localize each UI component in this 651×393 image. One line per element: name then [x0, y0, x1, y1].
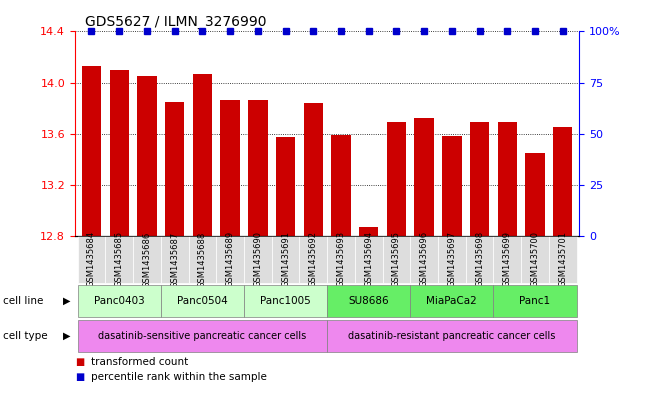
Text: GSM1435696: GSM1435696 [420, 231, 428, 287]
Bar [493, 285, 577, 317]
Bar [553, 127, 572, 393]
Bar [77, 320, 327, 352]
Bar [383, 236, 410, 283]
Bar [161, 236, 189, 283]
Text: ■: ■ [75, 372, 84, 382]
Text: GSM1435684: GSM1435684 [87, 231, 96, 287]
Bar [465, 236, 493, 283]
Bar [470, 122, 490, 393]
Bar [521, 236, 549, 283]
Text: cell line: cell line [3, 296, 44, 306]
Bar [77, 236, 105, 283]
Text: Panc0403: Panc0403 [94, 296, 145, 306]
Text: GSM1435685: GSM1435685 [115, 231, 124, 287]
Text: GSM1435698: GSM1435698 [475, 231, 484, 287]
Text: SU8686: SU8686 [348, 296, 389, 306]
Text: percentile rank within the sample: percentile rank within the sample [91, 372, 267, 382]
Text: GSM1435687: GSM1435687 [170, 231, 179, 288]
Bar [221, 101, 240, 393]
Bar [410, 236, 438, 283]
Text: ■: ■ [75, 356, 84, 367]
Text: GSM1435689: GSM1435689 [226, 231, 234, 287]
Bar [216, 236, 244, 283]
Bar [442, 136, 462, 393]
Bar [109, 70, 129, 393]
Text: Panc1: Panc1 [519, 296, 551, 306]
Text: dasatinib-resistant pancreatic cancer cells: dasatinib-resistant pancreatic cancer ce… [348, 331, 555, 341]
Bar [387, 122, 406, 393]
Bar [244, 236, 271, 283]
Bar [77, 285, 161, 317]
Text: dasatinib-sensitive pancreatic cancer cells: dasatinib-sensitive pancreatic cancer ce… [98, 331, 307, 341]
Text: GSM1435700: GSM1435700 [531, 231, 540, 287]
Text: GSM1435690: GSM1435690 [253, 231, 262, 287]
Bar [161, 285, 244, 317]
Bar [359, 227, 378, 393]
Text: GSM1435693: GSM1435693 [337, 231, 346, 287]
Bar [331, 135, 351, 393]
Bar [327, 320, 577, 352]
Bar [438, 236, 465, 283]
Text: GSM1435694: GSM1435694 [364, 231, 373, 287]
Bar [105, 236, 133, 283]
Bar [327, 285, 410, 317]
Text: ▶: ▶ [62, 331, 70, 341]
Text: Panc0504: Panc0504 [177, 296, 228, 306]
Text: GSM1435699: GSM1435699 [503, 231, 512, 287]
Text: GSM1435701: GSM1435701 [559, 231, 567, 287]
Text: GSM1435688: GSM1435688 [198, 231, 207, 288]
Bar [525, 153, 545, 393]
Bar [189, 236, 216, 283]
Bar [493, 236, 521, 283]
Bar [497, 122, 517, 393]
Text: ▶: ▶ [62, 296, 70, 306]
Bar [303, 103, 323, 393]
Text: Panc1005: Panc1005 [260, 296, 311, 306]
Bar [193, 73, 212, 393]
Bar [549, 236, 577, 283]
Text: GDS5627 / ILMN_3276990: GDS5627 / ILMN_3276990 [85, 15, 266, 29]
Bar [410, 285, 493, 317]
Text: GSM1435695: GSM1435695 [392, 231, 401, 287]
Text: MiaPaCa2: MiaPaCa2 [426, 296, 477, 306]
Bar [244, 285, 327, 317]
Bar [165, 102, 184, 393]
Text: GSM1435692: GSM1435692 [309, 231, 318, 287]
Text: GSM1435686: GSM1435686 [143, 231, 152, 288]
Text: cell type: cell type [3, 331, 48, 341]
Bar [355, 236, 383, 283]
Bar [133, 236, 161, 283]
Bar [137, 76, 157, 393]
Bar [276, 138, 296, 393]
Text: GSM1435691: GSM1435691 [281, 231, 290, 287]
Bar [82, 66, 101, 393]
Bar [299, 236, 327, 283]
Bar [415, 118, 434, 393]
Bar [248, 101, 268, 393]
Text: transformed count: transformed count [91, 356, 188, 367]
Text: GSM1435697: GSM1435697 [447, 231, 456, 287]
Bar [327, 236, 355, 283]
Bar [271, 236, 299, 283]
